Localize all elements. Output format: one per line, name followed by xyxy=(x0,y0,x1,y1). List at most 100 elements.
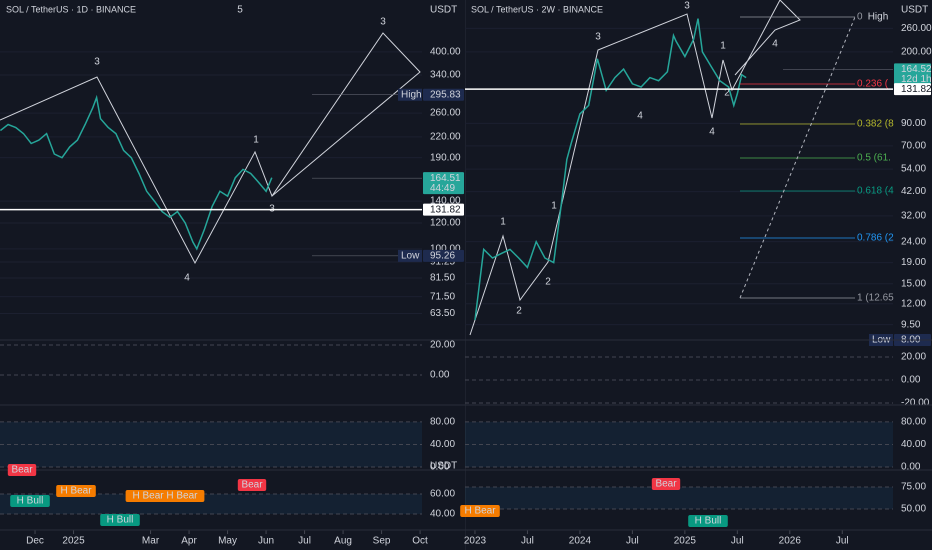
x-tick-label: Jul xyxy=(626,536,639,547)
pane-tick-label: 40.00 xyxy=(430,509,455,520)
y-tick-label: 15.00 xyxy=(901,278,926,289)
wave-label: 1 xyxy=(253,135,259,146)
y-tick-label: 54.00 xyxy=(901,164,926,175)
wave-label: 1 xyxy=(500,217,506,228)
tag-name-box xyxy=(398,249,422,262)
price-tag-value: 95.26 xyxy=(430,250,455,261)
tag-name-box xyxy=(398,88,422,101)
x-tick-label: May xyxy=(218,536,237,547)
divergence-label: H Bear xyxy=(60,486,92,497)
y-tick-label: 220.00 xyxy=(430,131,461,142)
price-tag xyxy=(894,83,931,96)
price-tag-value: 164.52 xyxy=(901,64,932,75)
x-tick-label: Jul xyxy=(731,536,744,547)
fib-label: 0.236 ( xyxy=(857,79,889,90)
y-tick-label: 9.50 xyxy=(901,319,921,330)
x-tick-label: Jul xyxy=(298,536,311,547)
y-tick-label: 42.00 xyxy=(901,186,926,197)
trend-dashed xyxy=(739,16,856,299)
y-tick-label: 200.00 xyxy=(901,47,932,58)
x-tick-label: 2025 xyxy=(62,536,85,547)
divergence-badge xyxy=(100,514,140,526)
wave-label: 4 xyxy=(637,111,643,122)
wave-drawing xyxy=(0,32,421,265)
chart-title: SOL / TetherUS · 1D · BINANCE xyxy=(6,4,136,14)
x-tick-label: Aug xyxy=(334,536,352,547)
pane-band xyxy=(465,486,893,509)
divergence-badge xyxy=(237,479,267,491)
wave-label: 4 xyxy=(709,127,715,138)
currency-label: USDT xyxy=(901,5,928,16)
pane-tick-label: 0.00 xyxy=(430,370,450,381)
wave-label: 4 xyxy=(184,273,190,284)
pane-tick-label: 80.00 xyxy=(901,417,926,428)
wave-label: 2 xyxy=(545,277,551,288)
fib-label: 0.5 (61. xyxy=(857,153,891,164)
wave-label: 5 xyxy=(237,5,243,16)
y-tick-label: 400.00 xyxy=(430,46,461,57)
pane-tick-label: 20.00 xyxy=(901,352,926,363)
price-tag-value: 131.82 xyxy=(901,84,932,95)
wave-label: 4 xyxy=(772,39,778,50)
pane-tick-label: 0.00 xyxy=(430,462,450,473)
wave-label: 2 xyxy=(516,306,522,317)
y-tick-label: 70.00 xyxy=(901,140,926,151)
divergence-badge xyxy=(460,505,500,517)
price-tag xyxy=(423,249,464,262)
price-tag-value: 164.51 xyxy=(430,173,461,184)
price-tag-value: 131.82 xyxy=(430,204,461,215)
divergence-label: H Bear H Bear xyxy=(132,491,198,502)
divergence-label: Bear xyxy=(11,465,33,476)
wave-label: 3 xyxy=(684,1,690,12)
x-tick-label: 2025 xyxy=(674,536,697,547)
divergence-badge xyxy=(651,478,681,490)
pane-tick-label: 0.00 xyxy=(901,375,921,386)
price-line xyxy=(0,94,273,251)
wave-label: High xyxy=(868,12,889,23)
x-tick-label: Oct xyxy=(412,536,428,547)
tag-name: Low xyxy=(401,250,420,261)
divergence-badge xyxy=(7,464,37,476)
price-tag xyxy=(423,88,464,101)
price-tag xyxy=(423,172,464,195)
chart-title: SOL / TetherUS · 2W · BINANCE xyxy=(471,4,603,14)
y-tick-label: 90.00 xyxy=(901,118,926,129)
pane-tick-label: 50.00 xyxy=(901,504,926,515)
pane-tick-label: 40.00 xyxy=(430,439,455,450)
y-tick-label: 71.50 xyxy=(430,291,455,302)
price-tag-sub: 44:49 xyxy=(430,183,455,194)
pane-tick-label: 80.00 xyxy=(430,417,455,428)
y-tick-label: 91.25 xyxy=(430,257,455,268)
pane-tick-label: -20.00 xyxy=(901,398,930,409)
y-tick-label: 260.00 xyxy=(430,108,461,119)
x-tick-label: 2026 xyxy=(779,536,802,547)
pane-tick-label: 75.00 xyxy=(901,482,926,493)
y-tick-label: 81.50 xyxy=(430,273,455,284)
price-tag-value: 295.83 xyxy=(430,89,461,100)
wave-label: 1 xyxy=(720,41,726,52)
x-tick-label: Apr xyxy=(181,536,197,547)
price-tag-sub: 12d 1h xyxy=(901,74,932,85)
pane-tick-label: 0.00 xyxy=(901,462,921,473)
divergence-label: Bear xyxy=(655,479,677,490)
x-tick-label: Dec xyxy=(26,536,44,547)
pane-tick-label: 60.00 xyxy=(430,489,455,500)
y-tick-label: 19.00 xyxy=(901,257,926,268)
currency-label: USDT xyxy=(430,5,457,16)
price-line xyxy=(474,18,747,321)
fib-label: 0.382 (8 xyxy=(857,119,894,130)
y-tick-label: 140.00 xyxy=(430,196,461,207)
wave-label: 2 xyxy=(724,88,730,99)
x-tick-label: Mar xyxy=(142,536,160,547)
wave-label: 3 xyxy=(380,17,386,28)
x-tick-label: Jul xyxy=(521,536,534,547)
wave-label: 1 xyxy=(551,201,557,212)
divergence-label: H Bull xyxy=(695,516,722,527)
y-tick-label: 190.00 xyxy=(430,152,461,163)
wave-label: 3 xyxy=(94,57,100,68)
y-tick-label: 340.00 xyxy=(430,70,461,81)
y-tick-label: 32.00 xyxy=(901,211,926,222)
